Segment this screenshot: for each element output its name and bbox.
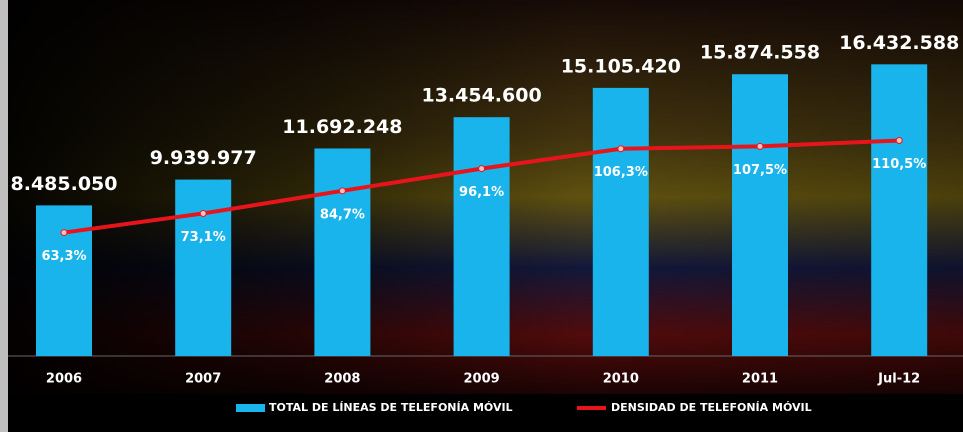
line-value-label: 96,1% (459, 185, 504, 200)
bar-value-label: 16.432.588 (839, 32, 959, 54)
x-tick-label: 2011 (742, 372, 778, 387)
line-value-label: 107,5% (733, 163, 787, 178)
x-tick-label: 2008 (324, 372, 360, 387)
line-point (60, 229, 68, 237)
line-point (338, 187, 346, 195)
bar (175, 179, 232, 356)
bar (732, 74, 788, 356)
bar (592, 87, 649, 357)
bar-value-label: 9.939.977 (150, 147, 257, 169)
bar (453, 117, 510, 356)
x-tick-label: 2010 (603, 372, 639, 387)
bar (314, 148, 371, 356)
line-value-label: 63,3% (41, 249, 86, 264)
line-value-label: 84,7% (320, 207, 365, 222)
x-tick-label: 2009 (464, 372, 500, 387)
line-point (895, 137, 903, 145)
legend: TOTAL DE LÍNEAS DE TELEFONÍA MÓVIL DENSI… (236, 401, 812, 414)
legend-label: TOTAL DE LÍNEAS DE TELEFONÍA MÓVIL (269, 401, 513, 414)
line-value-label: 106,3% (594, 165, 648, 180)
line-value-label: 73,1% (181, 230, 226, 245)
legend-area (8, 394, 963, 432)
legend-label: DENSIDAD DE TELEFONÍA MÓVIL (611, 401, 812, 414)
x-tick-label: 2007 (185, 372, 221, 387)
line-value-label: 110,5% (872, 157, 926, 172)
legend-swatch (236, 404, 265, 412)
line-point (199, 209, 207, 217)
line-point (478, 165, 486, 173)
line-point (617, 145, 625, 153)
bar-value-label: 15.874.558 (700, 42, 820, 64)
x-tick-label: 2006 (46, 372, 82, 387)
bar-value-label: 15.105.420 (561, 55, 681, 77)
line-point (756, 142, 764, 150)
x-tick-label: Jul-12 (877, 372, 920, 387)
bar-value-label: 13.454.600 (421, 85, 541, 107)
bar (871, 64, 928, 356)
bar-value-label: 11.692.248 (282, 116, 402, 138)
bar-value-label: 8.485.050 (11, 173, 118, 195)
